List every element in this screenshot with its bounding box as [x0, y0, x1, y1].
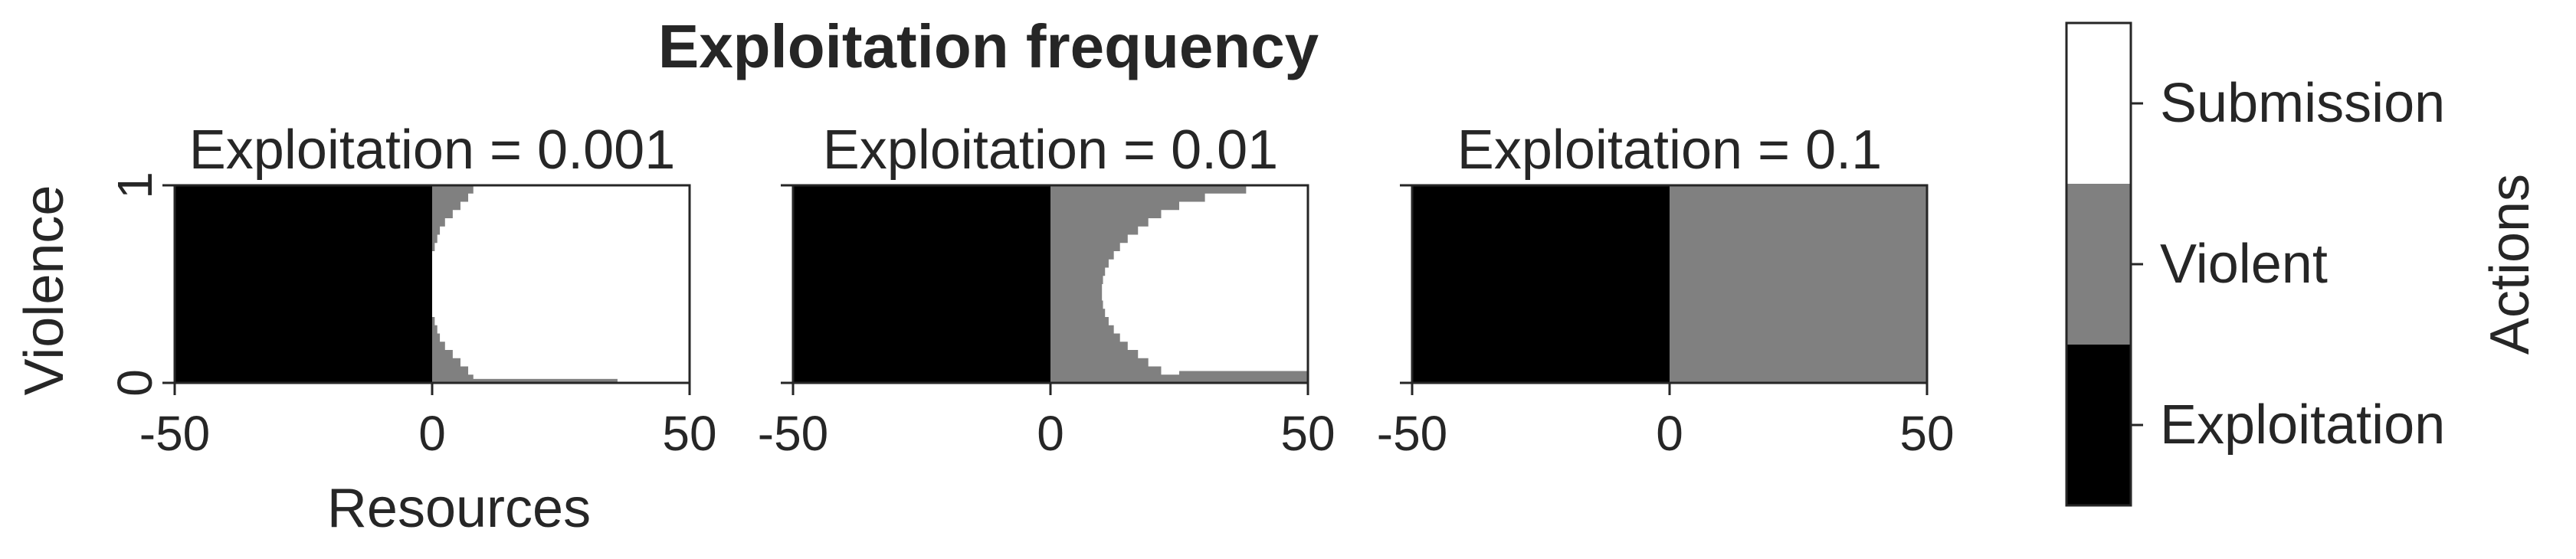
panel-title: Exploitation = 0.01	[823, 119, 1278, 181]
colorbar: Submission Violent Exploitation Actions	[2065, 21, 2541, 507]
x-tick-label: 50	[1899, 406, 1954, 461]
panel-title: Exploitation = 0.001	[189, 119, 675, 181]
x-tick-label: 50	[662, 406, 716, 461]
y-tick-label: 0	[107, 369, 162, 397]
y-axis-label: Violence	[14, 185, 75, 396]
region-exploitation	[793, 185, 1050, 383]
x-tick-label: 0	[418, 406, 446, 461]
colorbar-tick-label: Exploitation	[2160, 394, 2445, 456]
x-tick-label: -50	[139, 406, 211, 461]
colorbar-segment	[2066, 184, 2131, 345]
x-tick-label: -50	[758, 406, 829, 461]
colorbar-segment	[2066, 23, 2131, 184]
region-exploitation	[175, 185, 432, 383]
region-violent	[432, 185, 474, 383]
heatmap-panels: Exploitation = 0.001 -50 0 50 0 1 Resources Vio…	[14, 119, 1955, 539]
region-violent	[1050, 185, 1247, 383]
x-tick-label: 0	[1656, 406, 1683, 461]
y-tick-label: 1	[107, 172, 162, 199]
colorbar-label: Actions	[2479, 174, 2541, 355]
region-violent-band	[432, 378, 618, 383]
colorbar-frame	[2065, 21, 2132, 507]
x-axis-label: Resources	[327, 478, 591, 539]
colorbar-tick-label: Violent	[2160, 234, 2328, 295]
colorbar-segment	[2066, 345, 2131, 505]
panel-title: Exploitation = 0.1	[1457, 119, 1882, 181]
region-violent	[1670, 185, 1927, 383]
figure-suptitle: Exploitation frequency	[658, 12, 1319, 80]
x-tick-label: 0	[1037, 406, 1064, 461]
region-exploitation	[1412, 185, 1670, 383]
region-violent-band	[1179, 371, 1308, 383]
heatmap-panel: Exploitation = 0.01 -50 0 50	[758, 119, 1336, 461]
colorbar-tick-label: Submission	[2160, 73, 2445, 134]
x-tick-label: 50	[1280, 406, 1335, 461]
heatmap-panel: Exploitation = 0.001 -50 0 50 0 1 Resources Vio…	[14, 119, 717, 539]
heatmap-panel: Exploitation = 0.1 -50 0 50	[1377, 119, 1955, 461]
x-tick-label: -50	[1377, 406, 1448, 461]
